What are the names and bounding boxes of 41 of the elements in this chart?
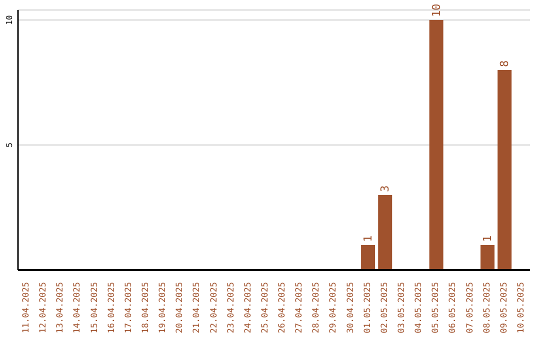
y-tick-label: 5 — [5, 142, 14, 148]
data-label: 1 — [362, 235, 375, 242]
x-tick-label: 03.05.2025 — [397, 282, 407, 334]
x-tick-label: 06.05.2025 — [448, 282, 458, 334]
x-tick-label: 09.05.2025 — [499, 282, 510, 334]
data-label: 8 — [498, 60, 512, 67]
x-tick-label: 26.04.2025 — [278, 282, 288, 334]
x-tick-label: 13.04.2025 — [56, 282, 66, 334]
x-tick-label: 30.04.2025 — [346, 282, 356, 334]
x-tick-label: 15.04.2025 — [90, 282, 100, 334]
x-tick-label: 04.05.2025 — [414, 282, 424, 334]
x-tick-label: 22.04.2025 — [209, 282, 220, 334]
x-tick-label: 11.04.2025 — [22, 282, 32, 334]
x-tick-label: 12.04.2025 — [38, 282, 49, 334]
bar — [498, 70, 512, 270]
x-tick-label: 28.04.2025 — [312, 282, 322, 334]
x-tick-label: 02.05.2025 — [380, 282, 390, 334]
x-tick-label: 17.04.2025 — [124, 282, 134, 334]
data-label: 1 — [481, 235, 494, 242]
x-tick-label: 18.04.2025 — [141, 282, 151, 334]
bar — [429, 20, 444, 270]
data-label: 10 — [430, 4, 443, 17]
x-tick-label: 01.05.2025 — [362, 282, 373, 334]
x-tick-label: 20.04.2025 — [175, 282, 186, 334]
x-tick-label: 16.04.2025 — [106, 282, 117, 334]
bar — [361, 245, 376, 270]
x-tick-label: 05.05.2025 — [431, 282, 442, 334]
x-tick-label: 19.04.2025 — [158, 282, 168, 334]
x-tick-label: 23.04.2025 — [226, 282, 236, 334]
x-tick-label: 10.05.2025 — [516, 282, 526, 334]
x-tick-label: 07.05.2025 — [465, 282, 476, 334]
x-tick-label: 25.04.2025 — [260, 282, 270, 334]
x-tick-label: 27.04.2025 — [294, 282, 305, 334]
x-tick-label: 24.04.2025 — [243, 282, 254, 334]
x-tick-label: 08.05.2025 — [482, 282, 492, 334]
bar — [480, 245, 495, 270]
x-tick-label: 14.04.2025 — [72, 282, 83, 334]
data-label: 3 — [378, 185, 392, 192]
x-tick-label: 21.04.2025 — [192, 282, 202, 334]
x-tick-label: 29.04.2025 — [328, 282, 339, 334]
bar — [378, 195, 392, 270]
